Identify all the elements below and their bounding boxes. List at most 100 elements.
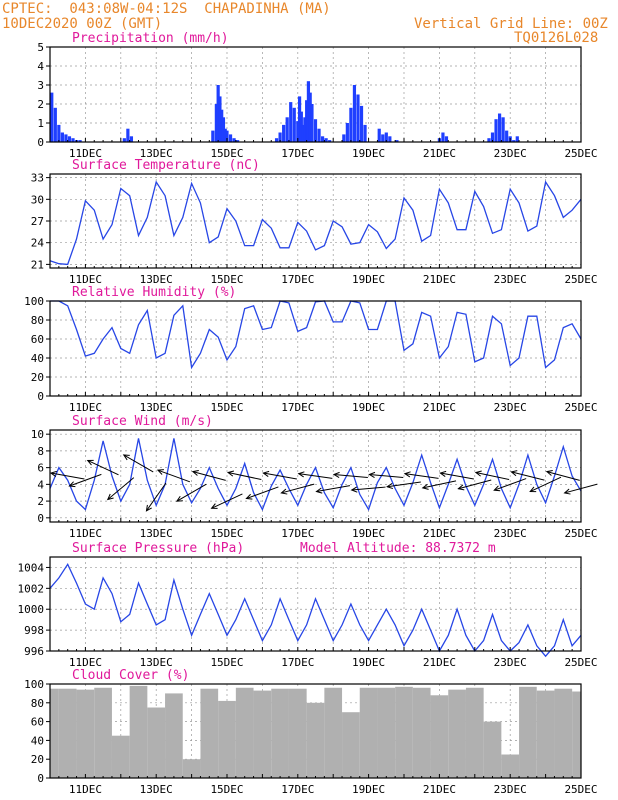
precip-bar — [381, 134, 385, 142]
y-tick-label: 2 — [37, 495, 44, 508]
x-tick-label: 11DEC — [69, 401, 102, 414]
y-tick-label: 33 — [31, 172, 44, 185]
precip-bar — [289, 102, 293, 142]
wind-arrow — [280, 483, 315, 495]
precip-bar — [57, 124, 61, 142]
precip-bar — [306, 81, 311, 142]
cloud-bar — [395, 686, 413, 778]
cloud-bar — [377, 687, 396, 778]
precip-bar — [282, 124, 286, 142]
x-tick-label: 21DEC — [423, 147, 456, 160]
cloud-bar — [483, 721, 502, 778]
precip-bar — [501, 117, 505, 142]
x-tick-label: 13DEC — [140, 656, 173, 669]
wind-arrow — [262, 470, 297, 480]
x-tick-label: 25DEC — [564, 783, 597, 796]
precip-bar — [292, 107, 296, 142]
y-tick-label: 5 — [37, 41, 44, 54]
cloud-bar — [182, 759, 201, 778]
precip-bar — [214, 104, 218, 142]
wind-arrow-head — [493, 485, 501, 492]
precip-bar — [515, 136, 519, 142]
wind-arrow-shaft — [298, 473, 333, 479]
cloud-bar — [536, 690, 555, 778]
y-tick-label: 24 — [31, 237, 45, 250]
wind-arrow-shaft — [107, 477, 135, 500]
precip-bar — [71, 138, 75, 142]
x-tick-label: 13DEC — [140, 527, 173, 540]
x-tick-label: 23DEC — [494, 527, 527, 540]
precip-bar — [78, 140, 82, 142]
precip-bar — [297, 96, 302, 142]
y-tick-label: 30 — [31, 193, 44, 206]
precip-bar — [60, 132, 64, 142]
x-tick-label: 17DEC — [281, 783, 314, 796]
y-tick-label: 2 — [37, 98, 44, 111]
rh-series-line — [50, 300, 582, 370]
precip-bar — [221, 117, 226, 142]
wind-arrow-head — [245, 493, 253, 500]
wind-arrow-shaft — [246, 486, 279, 500]
precip-bar — [359, 105, 364, 142]
x-tick-label: 15DEC — [210, 527, 243, 540]
wind-arrow — [106, 477, 135, 501]
precip-bar — [317, 128, 321, 142]
x-tick-label: 11DEC — [69, 656, 102, 669]
precip-bar — [216, 85, 220, 142]
x-tick-label: 23DEC — [494, 656, 527, 669]
precip-bar — [129, 136, 134, 142]
x-tick-label: 15DEC — [210, 147, 243, 160]
cloud-bar — [465, 687, 484, 778]
wind-arrow-shaft — [227, 471, 262, 481]
wind-arrow-head — [106, 493, 114, 501]
wind-arrow-shaft — [404, 473, 439, 479]
y-tick-label: 996 — [24, 645, 44, 658]
x-tick-label: 25DEC — [564, 273, 597, 286]
x-tick-label: 13DEC — [140, 147, 173, 160]
wind-arrow — [175, 483, 207, 502]
x-tick-label: 17DEC — [281, 527, 314, 540]
wind-arrow — [386, 481, 421, 490]
x-tick-label: 17DEC — [281, 147, 314, 160]
wind-arrow — [86, 459, 119, 476]
wind-arrow-shaft — [263, 472, 297, 480]
precip-bar — [303, 117, 307, 142]
y-tick-label: 21 — [31, 258, 44, 271]
cloud-bar — [324, 687, 343, 778]
cloud-bar — [288, 688, 307, 778]
wind-series-line — [49, 438, 582, 512]
cloud-bar — [235, 687, 254, 778]
wind-arrow-shaft — [458, 479, 492, 490]
wind-arrow-head — [350, 486, 358, 493]
precip-bar — [53, 107, 57, 142]
y-tick-label: 8 — [37, 445, 44, 458]
wind-arrow-shaft — [546, 471, 580, 481]
x-tick-label: 15DEC — [210, 273, 243, 286]
wind-arrow — [368, 471, 404, 479]
cloud-bar — [448, 689, 466, 778]
cloud-bar — [412, 687, 431, 778]
cloud-bar — [271, 688, 289, 778]
precip-bar — [220, 109, 224, 142]
cloud-bar — [76, 689, 95, 778]
y-tick-label: 40 — [31, 734, 44, 747]
precip-bar — [328, 140, 332, 142]
wind-arrow-shaft — [351, 486, 386, 491]
x-tick-label: 13DEC — [140, 273, 173, 286]
wind-arrow-head — [210, 503, 218, 509]
precip-bar — [218, 96, 222, 142]
precip-bar — [512, 140, 516, 142]
wind-arrow-shaft — [157, 469, 191, 483]
y-tick-label: 80 — [31, 697, 44, 710]
precip-bar — [345, 123, 349, 142]
wind-arrow — [191, 469, 226, 481]
y-tick-label: 998 — [24, 624, 44, 637]
x-tick-label: 23DEC — [494, 401, 527, 414]
y-tick-label: 20 — [31, 753, 44, 766]
pres-series-line — [49, 562, 582, 658]
pres-frame — [49, 556, 582, 652]
cloud-bar — [306, 702, 325, 778]
cloud-bar — [50, 688, 59, 778]
header-model-id: TQ0126L028 — [514, 30, 599, 46]
